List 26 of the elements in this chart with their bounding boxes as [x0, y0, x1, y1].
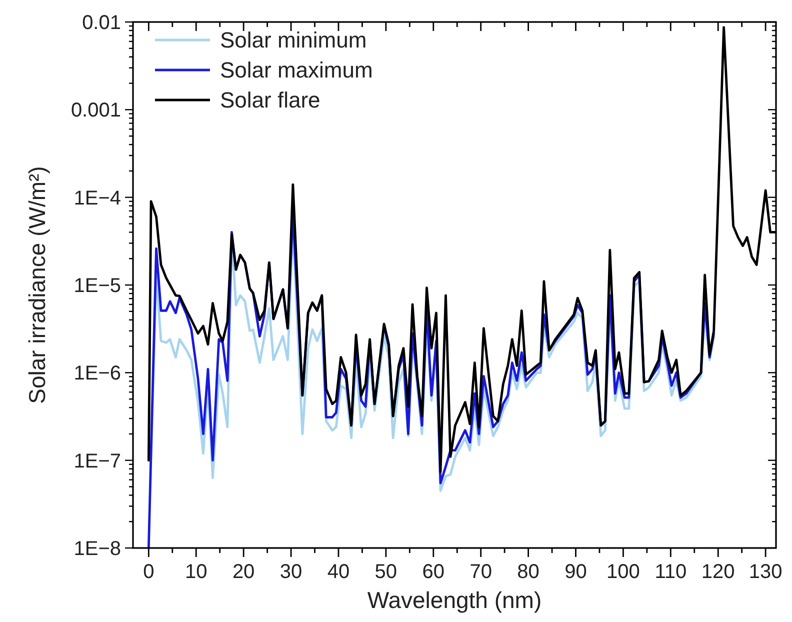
- legend-label: Solar maximum: [220, 58, 373, 83]
- x-tick-label: 50: [374, 561, 398, 583]
- y-tick-label: 1E−6: [74, 362, 121, 385]
- y-tick-label: 1E−5: [74, 275, 121, 297]
- y-tick-label: 1E−4: [74, 187, 121, 210]
- legend-label: Solar minimum: [220, 28, 367, 53]
- y-tick-label: 1E−8: [74, 538, 121, 560]
- x-tick-label: 90: [564, 561, 587, 583]
- x-tick-label: 100: [606, 561, 640, 583]
- y-axis-title: Solar irradiance (W/m²): [24, 166, 50, 404]
- x-tick-label: 40: [327, 561, 350, 583]
- y-tick-label: 1E−7: [74, 450, 121, 472]
- x-tick-label: 10: [184, 561, 208, 583]
- x-tick-label: 80: [517, 561, 540, 583]
- x-tick-label: 110: [654, 561, 687, 583]
- x-tick-label: 130: [748, 561, 782, 583]
- x-axis-title: Wavelength (nm): [367, 587, 542, 613]
- x-tick-label: 60: [422, 561, 445, 583]
- x-tick-label: 0: [143, 561, 154, 583]
- x-tick-label: 30: [280, 561, 302, 583]
- y-tick-label: 0.01: [82, 12, 121, 34]
- y-tick-label: 0.001: [70, 100, 121, 122]
- legend-label: Solar flare: [220, 88, 320, 113]
- x-tick-label: 120: [701, 561, 735, 583]
- x-tick-label: 20: [232, 561, 255, 583]
- x-tick-label: 70: [470, 561, 492, 583]
